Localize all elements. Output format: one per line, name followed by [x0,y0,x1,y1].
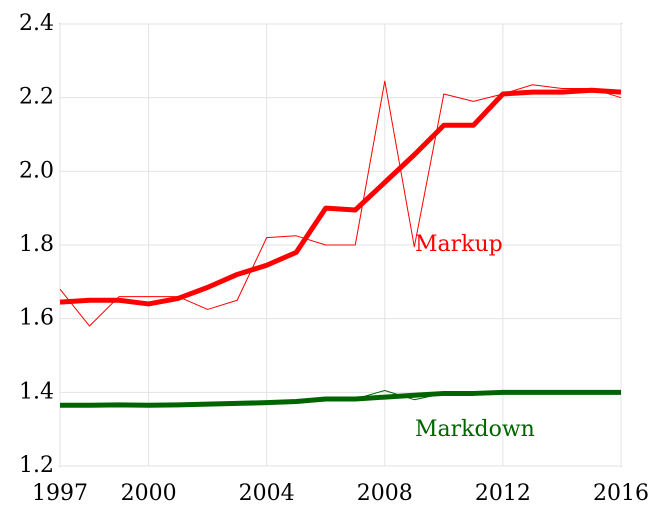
y-tick-label: 1.6 [19,306,54,331]
y-tick-label: 1.8 [19,232,54,257]
y-tick-label: 1.2 [19,453,54,478]
y-tick-label: 2.4 [19,11,54,36]
series-label: Markup [415,232,503,257]
series-line [59,87,622,307]
x-tick-label: 2016 [593,481,649,506]
series-line [60,389,621,408]
x-tick-label: 2008 [357,481,413,506]
x-tick-label: 2012 [475,481,531,506]
x-tick-label: 2004 [239,481,295,506]
x-tick-label: 2000 [121,481,177,506]
x-tick-label: 1997 [32,481,88,506]
y-tick-label: 2.0 [19,158,54,183]
y-tick-label: 1.4 [19,379,54,404]
y-tick-label: 2.2 [19,85,54,110]
series-label: Markdown [415,417,535,442]
series-line [59,80,622,327]
